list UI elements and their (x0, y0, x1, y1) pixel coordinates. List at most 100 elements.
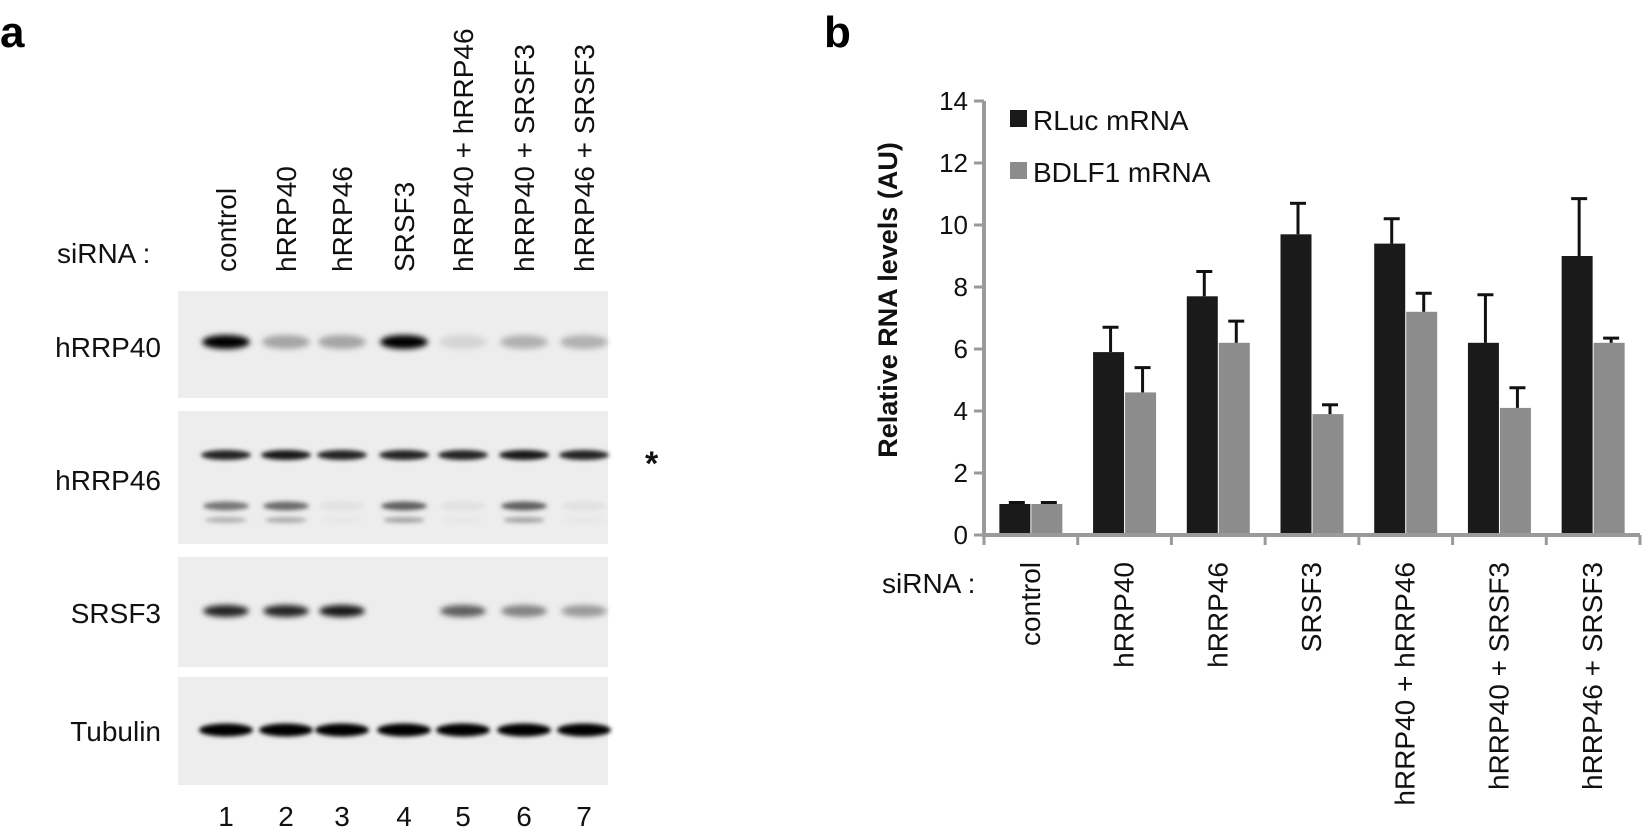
blot-band (321, 517, 363, 523)
bar-rluc (1374, 243, 1406, 535)
lane-header: hRRP40 + hRRP46 (448, 28, 479, 272)
chart-bars (999, 197, 1625, 536)
blot-band (561, 501, 607, 511)
blot-band (377, 723, 431, 737)
blot-band (203, 605, 249, 617)
blot-panels (178, 291, 611, 785)
chart-x-tick-labels: control hRRP40 hRRP46 SRSF3 hRRP40 + hRRP46 h… (1015, 562, 1608, 806)
legend-swatch (1010, 162, 1027, 179)
y-tick-label: 8 (954, 272, 968, 302)
lane-header: hRRP40 (271, 166, 302, 272)
blot-band (563, 517, 605, 523)
blot-label: Tubulin (70, 716, 161, 747)
blot-band (383, 517, 425, 523)
y-tick-label: 10 (939, 210, 968, 240)
blot-band (501, 605, 547, 617)
blot-band (560, 335, 608, 349)
lane-header: hRRP46 (327, 166, 358, 272)
x-tick-label: hRRP40 (1109, 562, 1140, 668)
blot-band (201, 450, 251, 460)
blot-band (381, 501, 427, 511)
x-tick-label: hRRP46 + SRSF3 (1577, 562, 1608, 790)
bar-bdlf1 (1406, 311, 1438, 535)
legend-label: RLuc mRNA (1033, 105, 1189, 136)
blot-band (439, 335, 487, 349)
legend-swatch (1010, 110, 1027, 127)
chart-axes (982, 101, 1642, 545)
panel-a-sirna-label: siRNA : (57, 238, 150, 269)
blot-band (265, 517, 307, 523)
blot-band (263, 605, 309, 617)
bar-bdlf1 (1593, 342, 1625, 535)
panel-a-western-blot: a siRNA : control hRRP40 hRRP46 SRSF3 hRRP40… (0, 8, 659, 832)
lane-header: control (211, 188, 242, 272)
y-tick-label: 4 (954, 396, 968, 426)
blot-band (263, 501, 309, 511)
blot-band (438, 450, 488, 460)
blot-band (497, 723, 551, 737)
blot-panel (178, 411, 608, 544)
bar-rluc (1467, 342, 1499, 535)
lane-number: 2 (278, 801, 294, 832)
bar-rluc (1561, 256, 1593, 535)
blot-band (317, 450, 367, 460)
blot-band (259, 723, 313, 737)
panel-a-letter: a (0, 8, 25, 57)
blot-labels: hRRP40 hRRP46 SRSF3 Tubulin (55, 332, 161, 747)
x-tick-label: hRRP40 + hRRP46 (1390, 562, 1421, 806)
lane-header: hRRP40 + SRSF3 (509, 44, 540, 272)
bar-bdlf1 (1499, 407, 1531, 535)
lane-header: SRSF3 (389, 182, 420, 272)
y-tick-label: 2 (954, 458, 968, 488)
blot-band (261, 450, 311, 460)
panel-b-letter: b (824, 8, 851, 57)
blot-band (319, 605, 365, 617)
x-tick-label: SRSF3 (1296, 562, 1327, 652)
blot-band (559, 450, 609, 460)
lane-number: 1 (218, 801, 234, 832)
y-tick-label: 12 (939, 148, 968, 178)
blot-membrane (178, 411, 608, 544)
blot-band (379, 450, 429, 460)
lane-headers: control hRRP40 hRRP46 SRSF3 hRRP40 + hRRP46 h… (211, 28, 600, 272)
lane-number: 5 (455, 801, 471, 832)
lane-header: hRRP46 + SRSF3 (569, 44, 600, 272)
blot-band (561, 605, 607, 617)
blot-label: hRRP46 (55, 465, 161, 496)
bar-rluc (1186, 296, 1218, 535)
blot-band (442, 517, 484, 523)
bar-rluc (1093, 352, 1125, 535)
lane-number: 3 (334, 801, 350, 832)
blot-band (503, 517, 545, 523)
y-tick-label: 6 (954, 334, 968, 364)
x-tick-label: control (1015, 562, 1046, 646)
blot-band (205, 517, 247, 523)
blot-band (557, 723, 611, 737)
chart-legend: RLuc mRNA BDLF1 mRNA (1010, 105, 1211, 188)
bar-rluc (999, 504, 1031, 535)
blot-band (318, 335, 366, 349)
blot-band (500, 335, 548, 349)
bar-bdlf1 (1312, 414, 1344, 535)
y-axis-label: Relative RNA levels (AU) (873, 142, 903, 458)
blot-label: hRRP40 (55, 332, 161, 363)
y-tick-label: 14 (939, 86, 968, 116)
blot-band (315, 723, 369, 737)
bar-rluc (1280, 234, 1312, 536)
blot-band (440, 501, 486, 511)
bar-bdlf1 (1125, 392, 1157, 535)
blot-band (380, 335, 428, 349)
chart-y-ticks: 0 2 4 6 8 10 12 14 (939, 86, 984, 550)
y-tick-label: 0 (954, 520, 968, 550)
blot-band (199, 723, 253, 737)
legend-label: BDLF1 mRNA (1033, 157, 1211, 188)
blot-band (203, 501, 249, 511)
x-tick-label: hRRP46 (1202, 562, 1233, 668)
bar-bdlf1 (1218, 342, 1250, 535)
panel-b-bar-chart: b 0 2 4 6 8 10 12 14 Relative RNA levels (AU) R… (824, 8, 1642, 806)
panel-b-sirna-label: siRNA : (882, 568, 975, 599)
legend-item: RLuc mRNA (1010, 105, 1189, 136)
lane-number: 4 (396, 801, 412, 832)
legend-item: BDLF1 mRNA (1010, 157, 1211, 188)
